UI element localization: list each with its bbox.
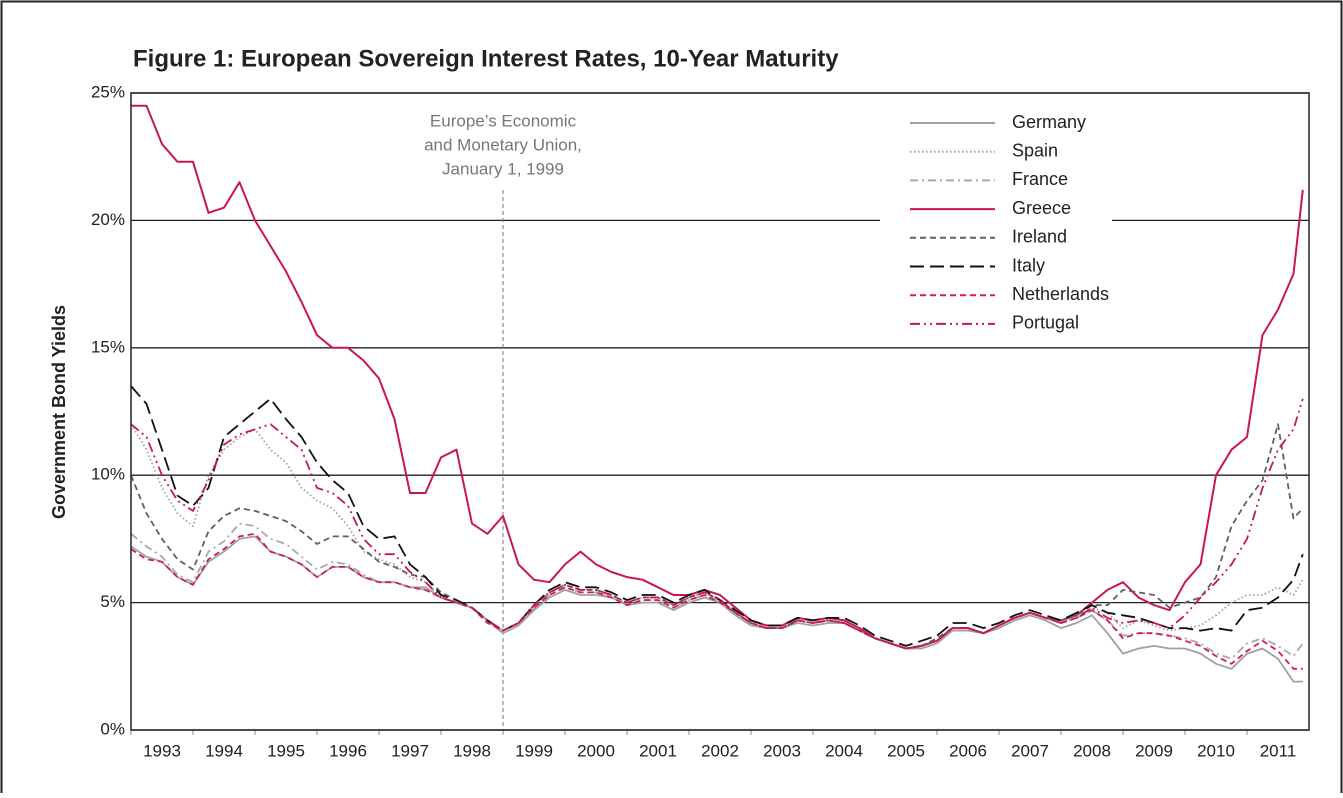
x-tick-label: 1998 [453, 741, 491, 760]
annotation-text: Europe’s Economic [430, 111, 577, 130]
annotation-text: January 1, 1999 [442, 159, 564, 178]
series-line [130, 385, 1304, 647]
x-tick-label: 1994 [205, 741, 243, 760]
x-tick-label: 2009 [1135, 741, 1173, 760]
y-tick-label: 15% [91, 337, 125, 356]
annotation-text: and Monetary Union, [424, 135, 582, 154]
x-tick-label: 2004 [825, 741, 863, 760]
chart-title: Figure 1: European Sovereign Interest Ra… [133, 45, 839, 72]
series-line [130, 423, 1304, 650]
x-tick-label: 2011 [1260, 741, 1297, 760]
plot-frame [130, 92, 1310, 731]
series-line [130, 423, 1304, 650]
x-tick-label: 2002 [701, 741, 739, 760]
legend-label: Portugal [1012, 313, 1079, 333]
legend-label: France [1012, 169, 1068, 189]
series-line [131, 104, 1304, 650]
y-axis-label: Government Bond Yields [49, 305, 69, 519]
legend-label: Italy [1012, 255, 1045, 275]
y-tick-label: 5% [100, 592, 125, 611]
x-tick-label: 2006 [949, 741, 987, 760]
x-tick-label: 1997 [391, 741, 429, 760]
x-tick-label: 2000 [577, 741, 615, 760]
x-tick-label: 2008 [1073, 741, 1111, 760]
series-line [130, 522, 1304, 660]
x-tick-label: 2010 [1197, 741, 1235, 760]
legend-label: Ireland [1012, 227, 1067, 247]
x-tick-label: 2007 [1011, 741, 1049, 760]
y-tick-label: 25% [91, 82, 125, 101]
legend-label: Germany [1012, 112, 1086, 132]
series-line [130, 398, 1304, 650]
series-line [130, 535, 1303, 683]
y-tick-label: 10% [91, 465, 125, 484]
x-tick-label: 1993 [143, 741, 181, 760]
x-tick-label: 2003 [763, 741, 801, 760]
y-tick-label: 0% [100, 719, 125, 738]
x-tick-label: 2005 [887, 741, 925, 760]
x-tick-label: 1996 [329, 741, 367, 760]
legend-label: Netherlands [1012, 284, 1109, 304]
x-tick-label: 2001 [639, 741, 677, 760]
x-tick-label: 1995 [267, 741, 305, 760]
legend-label: Spain [1012, 140, 1058, 160]
legend-box [880, 110, 1112, 342]
x-tick-label: 1999 [515, 741, 553, 760]
series-line [130, 532, 1303, 670]
y-tick-label: 20% [91, 210, 125, 229]
legend-label: Greece [1012, 198, 1071, 218]
